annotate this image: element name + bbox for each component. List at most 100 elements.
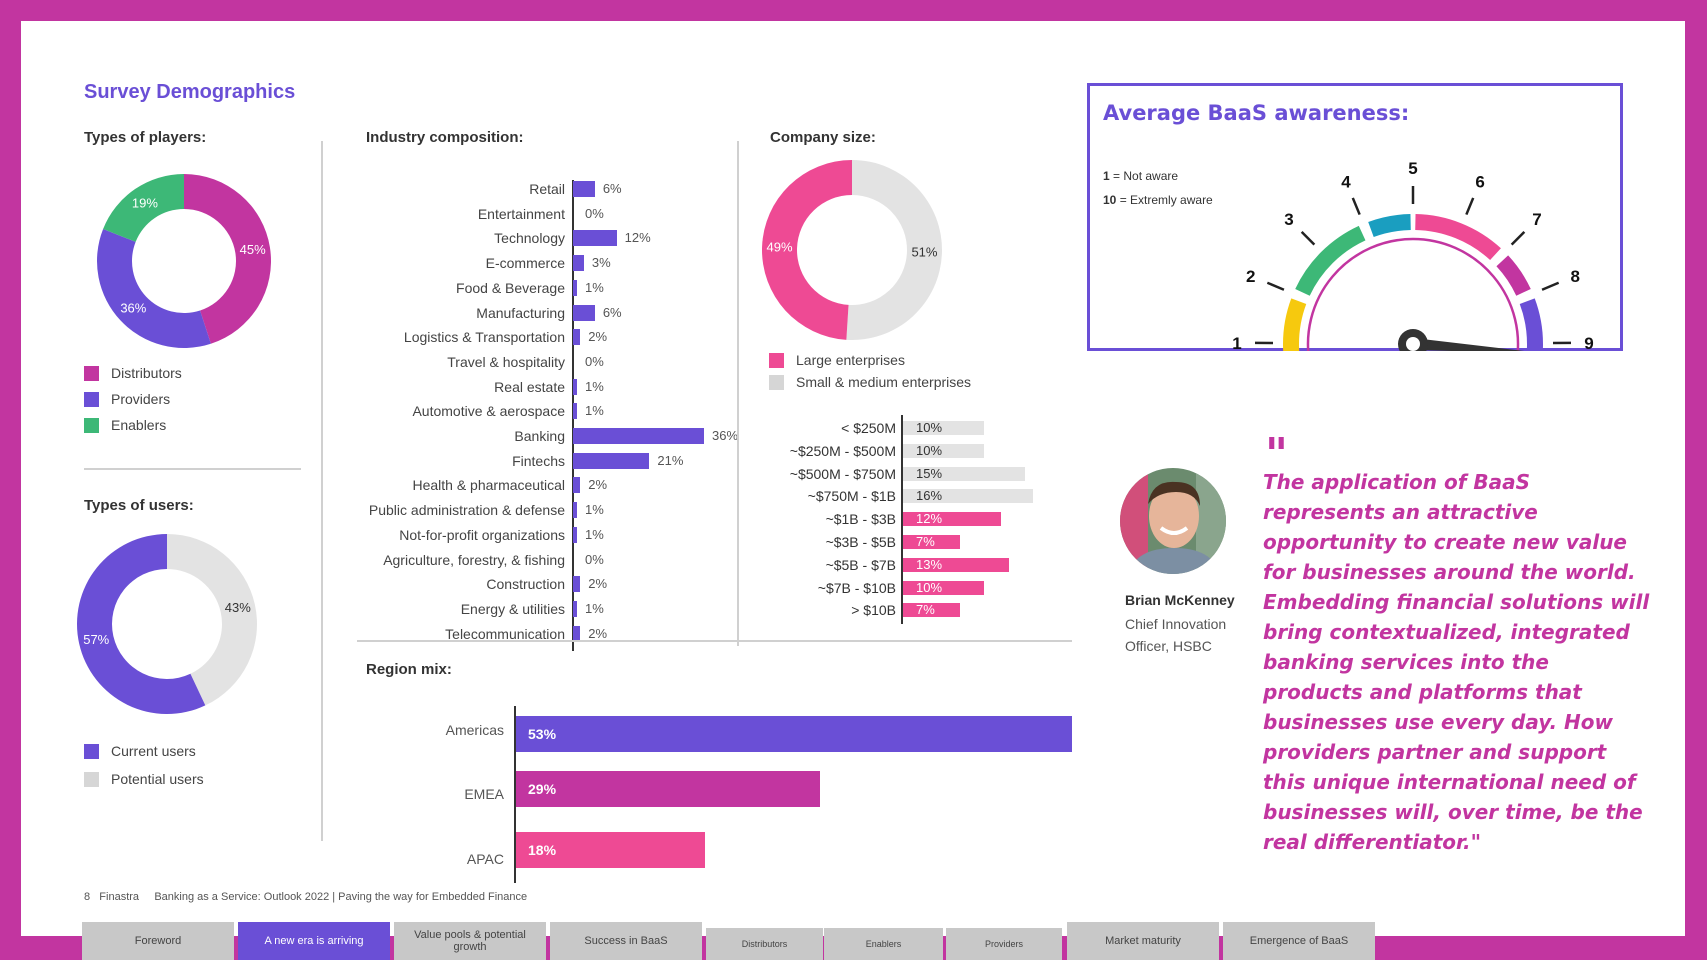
legend-providers: Providers: [84, 391, 170, 407]
divider: [357, 640, 1072, 642]
awareness-legend-1: 1 = Not aware: [1103, 169, 1178, 183]
slice-label: 43%: [225, 600, 251, 615]
legend-sme: Small & medium enterprises: [769, 374, 971, 390]
legend-label: Current users: [111, 743, 196, 759]
legend-key: 10: [1103, 193, 1117, 207]
quote-mark: ": [1265, 429, 1288, 480]
revenue-label: < $250M: [841, 420, 896, 436]
tab-new-era[interactable]: A new era is arriving: [238, 922, 390, 960]
gauge-hub-center: [1406, 337, 1420, 351]
revenue-label: > $10B: [851, 602, 896, 619]
legend-swatch: [84, 391, 99, 407]
footer-text: Banking as a Service: Outlook 2022 | Pav…: [154, 891, 528, 903]
industry-label: Automotive & aerospace: [412, 403, 565, 420]
industry-value: 1%: [585, 502, 604, 518]
gauge-band: [1496, 255, 1531, 296]
footer: 8 Finastra Banking as a Service: Outlook…: [84, 891, 527, 903]
industry-value: 2%: [588, 625, 608, 641]
industry-label: Food & Beverage: [456, 279, 565, 296]
gauge-band: [1295, 225, 1366, 296]
industry-bar: [573, 329, 581, 346]
legend-text: = Extremly aware: [1119, 193, 1213, 207]
revenue-value: 10%: [916, 442, 943, 458]
gauge-tick-label: 6: [1475, 172, 1484, 191]
slice-label: 51%: [911, 244, 937, 259]
gauge-tick-label: 5: [1408, 159, 1417, 178]
tab-emergence[interactable]: Emergence of BaaS: [1223, 922, 1375, 960]
legend-label: Small & medium enterprises: [796, 374, 972, 390]
tab-distributors[interactable]: Distributors: [706, 928, 823, 960]
revenue-value: 7%: [916, 534, 935, 549]
revenue-label: ~$500M - $750M: [789, 465, 896, 482]
industry-label: Construction: [486, 576, 565, 593]
gauge-band: [1283, 298, 1307, 351]
industry-bar: [573, 625, 581, 642]
industry-value: 2%: [588, 477, 608, 493]
quote-role-line1: Chief Innovation: [1125, 616, 1227, 632]
slice-label: 49%: [767, 240, 793, 255]
revenue-label: ~$7B - $10B: [817, 579, 896, 596]
gauge-tick-label: 1: [1232, 334, 1241, 351]
slice-label: 45%: [240, 242, 266, 257]
legend-label: Large enterprises: [796, 352, 905, 368]
revenue-value: 13%: [916, 556, 943, 572]
gauge-tick-label: 9: [1584, 334, 1593, 351]
industry-bar: [573, 600, 577, 617]
industry-bar: [573, 428, 704, 444]
industry-label: Telecommunication: [445, 625, 565, 642]
donut-slice-distributors: [184, 174, 271, 344]
donut-slice-large-enterprises: [762, 160, 852, 340]
legend-label: Distributors: [111, 365, 182, 381]
industry-value: 3%: [591, 255, 611, 271]
revenue-label: ~$5B - $7B: [825, 556, 896, 573]
tab-success[interactable]: Success in BaaS: [550, 922, 702, 960]
revenue-label: ~$3B - $5B: [825, 534, 896, 550]
tab-enablers[interactable]: Enablers: [824, 928, 943, 960]
revenue-bar: [903, 603, 960, 618]
region-axis: [514, 706, 516, 883]
gauge-band: [1519, 298, 1543, 351]
legend-distributors: Distributors: [84, 365, 182, 381]
legend-label: Providers: [111, 391, 171, 407]
divider: [737, 141, 739, 646]
industry-label: Not-for-profit organizations: [399, 526, 565, 543]
industry-bar: [573, 526, 577, 543]
industry-label: Travel & hospitality: [447, 353, 565, 370]
industry-value: 1%: [585, 403, 604, 419]
revenue-label: ~$750M - $1B: [807, 488, 896, 505]
company-title: Company size:: [770, 129, 876, 146]
legend-label: Enablers: [111, 417, 167, 433]
legend-swatch: [84, 417, 99, 433]
gauge-tick-label: 7: [1532, 210, 1541, 229]
gauge-tick-label: 8: [1571, 267, 1580, 286]
tab-value-pools[interactable]: Value pools & potential growth: [394, 922, 546, 960]
legend-text: = Not aware: [1113, 169, 1179, 183]
industry-title: Industry composition:: [366, 129, 524, 146]
revenue-value: 16%: [916, 488, 943, 504]
region-bar: [516, 771, 821, 807]
region-bar: [516, 716, 1072, 752]
legend-key: 1: [1103, 169, 1110, 183]
industry-bar: [573, 279, 577, 296]
tab-market-maturity[interactable]: Market maturity: [1067, 922, 1219, 960]
revenue-bar: [903, 512, 1001, 527]
industry-label: Entertainment: [477, 205, 565, 222]
industry-bar: [573, 378, 577, 395]
quote-text: The application of BaaS represents an at…: [1263, 470, 1650, 854]
revenue-value: 10%: [916, 420, 943, 435]
page: Survey Demographics Types of players: 45…: [21, 21, 1685, 936]
revenue-bar: [903, 466, 1025, 481]
players-donut: 45% 36% 19%: [97, 174, 271, 348]
industry-bar: [573, 181, 595, 197]
gauge-tick-label: 3: [1284, 210, 1293, 229]
gauge-band: [1368, 214, 1411, 237]
quote-role-line2: Officer, HSBC: [1125, 638, 1212, 654]
revenue-bar: [903, 557, 1009, 572]
tab-providers[interactable]: Providers: [946, 928, 1062, 960]
industry-value: 0%: [585, 551, 604, 567]
page-title: Survey Demographics: [84, 81, 296, 103]
legend-enablers: Enablers: [84, 417, 166, 433]
industry-label: Energy & utilities: [460, 600, 565, 617]
tab-foreword[interactable]: Foreword: [82, 922, 234, 960]
industry-label: Logistics & Transportation: [403, 329, 565, 346]
